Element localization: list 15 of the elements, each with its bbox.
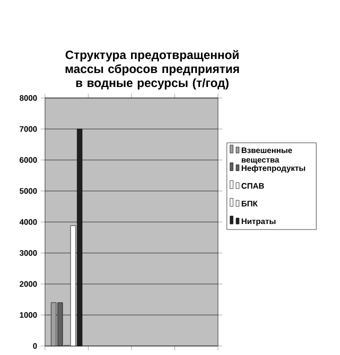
y-tick-label: 5000 xyxy=(20,188,37,194)
y-tick-label: 3000 xyxy=(20,250,37,256)
y-tick-label: 0 xyxy=(33,343,37,349)
legend-label: БПК xyxy=(242,200,258,206)
y-tick-label: 2000 xyxy=(20,281,37,287)
y-tick-label: 1000 xyxy=(20,312,37,318)
chart-title: Структура предотвращенной массы сбросов предприятия в водные ресурсы (т/год) xyxy=(66,50,239,90)
y-tick-label: 6000 xyxy=(20,157,37,163)
legend-label: СПАВ xyxy=(242,183,264,189)
legend-label: Нефтепродукты xyxy=(242,165,306,173)
y-tick-label: 8000 xyxy=(20,95,37,101)
y-tick-label: 4000 xyxy=(20,219,37,225)
legend-label: Нитраты xyxy=(242,218,276,226)
y-tick-label: 7000 xyxy=(20,126,37,132)
legend-label: Взвешенные вещества xyxy=(242,148,292,164)
